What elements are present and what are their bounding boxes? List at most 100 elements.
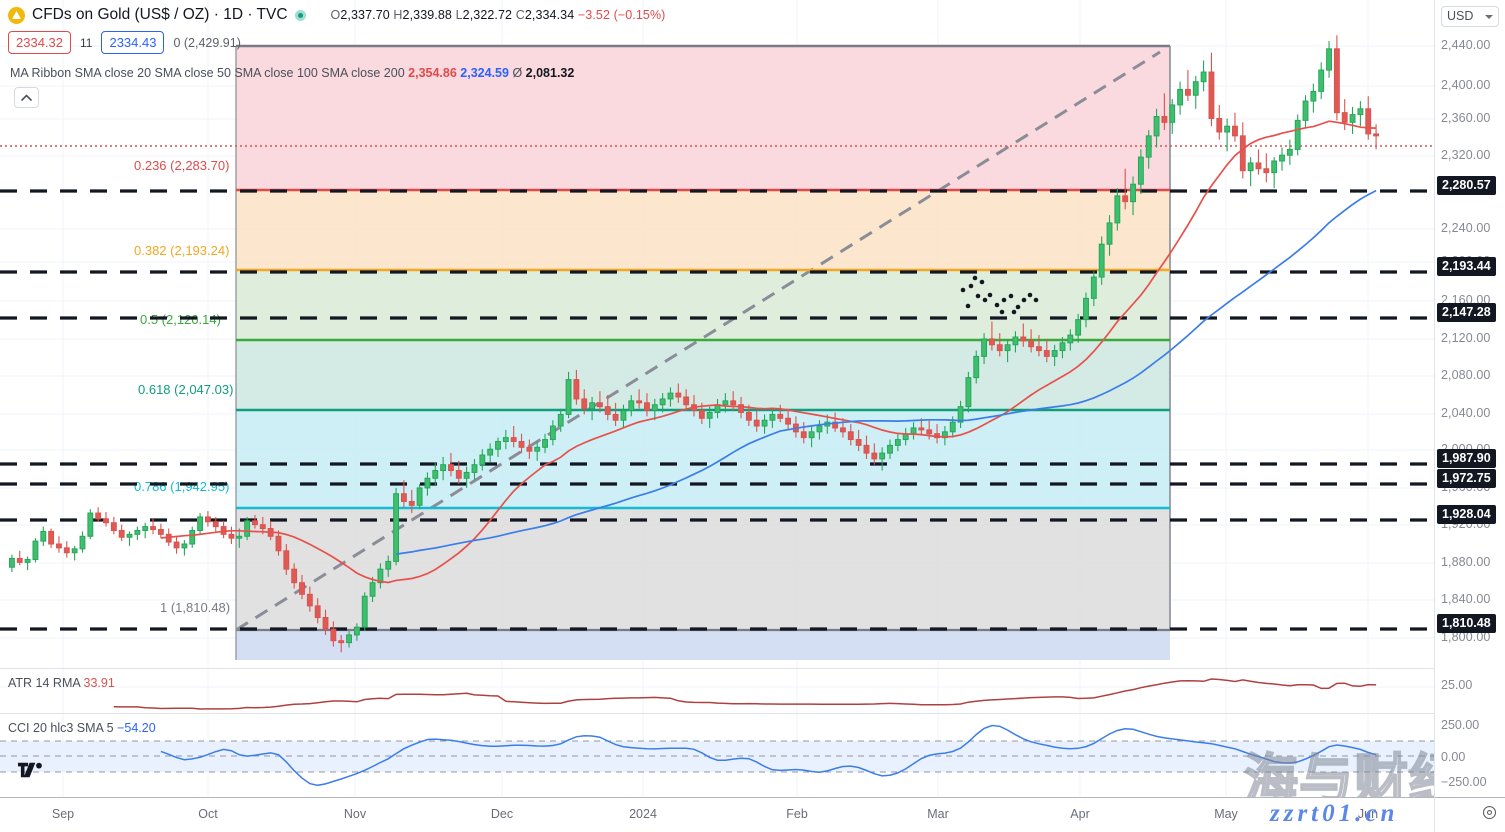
price-level-tag[interactable]: 2,280.57 <box>1437 176 1496 195</box>
currency-label: USD <box>1447 9 1474 24</box>
atr-chart-canvas <box>0 669 1434 713</box>
fib-label: 0.786 (1,942.95) <box>134 479 229 494</box>
price-tick: 2,040.00 <box>1441 406 1491 420</box>
ohlc-values: O2,337.70 H2,339.88 L2,322.72 C2,334.34 … <box>331 8 666 22</box>
price-tick: 2,440.00 <box>1441 38 1491 52</box>
time-tick: Nov <box>343 807 367 821</box>
fib-zone <box>236 340 1170 410</box>
currency-selector[interactable]: USD <box>1441 6 1499 27</box>
close-value: 2,334.34 <box>524 8 575 22</box>
price-tick: 1,880.00 <box>1441 555 1491 569</box>
high-value: 2,339.88 <box>402 8 452 22</box>
open-label: O <box>330 8 341 22</box>
buy-price-tag[interactable]: 2334.43 <box>101 31 165 54</box>
time-tick: May <box>1214 807 1238 821</box>
change-value: −3.52 (−0.15%) <box>577 8 666 22</box>
price-tick: 2,320.00 <box>1441 148 1491 162</box>
price-chart-canvas: 0.236 (2,283.70)0.382 (2,193.24)0.5 (2,1… <box>0 0 1434 668</box>
fib-zone <box>236 270 1170 340</box>
fib-zone <box>236 46 1170 190</box>
time-tick: Feb <box>786 807 808 821</box>
time-tick: Sep <box>51 807 75 821</box>
price-tick: 1,840.00 <box>1441 592 1491 606</box>
atr-pane[interactable] <box>0 668 1434 713</box>
atr-name: ATR 14 RMA <box>8 676 81 690</box>
atr-tick: 25.00 <box>1441 678 1473 692</box>
time-tick: Mar <box>927 807 949 821</box>
fib-label: 0.236 (2,283.70) <box>134 158 229 173</box>
close-label: C <box>515 8 525 22</box>
gold-symbol-icon <box>8 6 25 24</box>
cci-name: CCI 20 hlc3 SMA 5 <box>8 721 114 735</box>
fib-label: 1 (1,810.48) <box>160 600 230 615</box>
fib-zone <box>236 508 1170 630</box>
cci-value: −54.20 <box>117 721 156 735</box>
chevron-down-icon <box>1485 14 1493 19</box>
fib-zone <box>236 190 1170 270</box>
gear-icon[interactable] <box>1482 805 1497 825</box>
ma-ribbon-legend[interactable]: MA Ribbon SMA close 20 SMA close 50 SMA … <box>8 64 576 82</box>
fib-label: 0.618 (2,047.03) <box>138 382 233 397</box>
price-tick: 2,240.00 <box>1441 221 1491 235</box>
tradingview-logo[interactable] <box>18 762 44 783</box>
atr-price-scale[interactable]: 25.00 <box>1435 668 1505 713</box>
cci-price-scale[interactable]: 250.00 0.00 −250.00 <box>1435 713 1505 797</box>
price-level-tag[interactable]: 1,928.04 <box>1437 505 1496 524</box>
ma-ribbon-value-3: 2,081.32 <box>525 66 575 80</box>
time-tick: Dec <box>490 807 514 821</box>
price-level-tag[interactable]: 1,987.90 <box>1437 449 1496 468</box>
time-tick: Oct <box>198 807 218 821</box>
price-level-tag[interactable]: 1,810.48 <box>1437 614 1496 633</box>
sell-price-tag[interactable]: 2334.32 <box>8 31 71 54</box>
market-status-dot <box>294 9 306 21</box>
price-tick: 1,800.00 <box>1441 630 1491 644</box>
legend-title-row[interactable]: CFDs on Gold (US$ / OZ) · 1D · TVC O2,33… <box>8 6 665 24</box>
spread-value: 11 <box>80 35 93 50</box>
atr-line <box>113 678 1377 710</box>
price-tick: 2,080.00 <box>1441 368 1491 382</box>
price-tick: 2,360.00 <box>1441 111 1491 125</box>
average-symbol: Ø <box>512 66 523 80</box>
high-label: H <box>393 8 403 22</box>
price-level-tag[interactable]: 1,972.75 <box>1437 469 1496 488</box>
bid-ask-tags: 2334.32 11 2334.43 0 (2,429.91) <box>8 31 665 54</box>
signal-dots <box>960 275 1039 315</box>
price-level-tag[interactable]: 2,147.28 <box>1437 303 1496 322</box>
price-tick: 2,400.00 <box>1441 78 1491 92</box>
scale-divider <box>1434 0 1435 832</box>
open-value: 2,337.70 <box>340 8 390 22</box>
atr-legend[interactable]: ATR 14 RMA 33.91 <box>8 676 115 690</box>
low-value: 2,322.72 <box>462 8 513 22</box>
ma-ribbon-title: MA Ribbon SMA close 20 SMA close 50 SMA … <box>10 66 405 80</box>
candle-series <box>8 35 1380 653</box>
time-tick: Jun <box>1357 807 1379 821</box>
price-level-tag[interactable]: 2,193.44 <box>1437 257 1496 276</box>
ma-line <box>160 120 1377 584</box>
chevron-up-icon[interactable] <box>14 87 39 108</box>
cci-tick: −250.00 <box>1441 775 1487 789</box>
atr-value: 33.91 <box>83 676 115 690</box>
time-tick: Apr <box>1070 807 1090 821</box>
cci-tick: 0.00 <box>1441 750 1466 764</box>
ma-ribbon-value-2: 2,324.59 <box>460 66 509 80</box>
fib-label: 0.382 (2,193.24) <box>134 243 229 258</box>
ma-line <box>395 189 1377 555</box>
fib-level-0-label: 0 (2,429.91) <box>173 35 241 50</box>
fib-zone <box>236 410 1170 508</box>
cci-tick: 250.00 <box>1441 718 1480 732</box>
cci-line <box>160 724 1377 787</box>
symbol-title[interactable]: CFDs on Gold (US$ / OZ) · 1D · TVC <box>32 6 288 23</box>
fib-zone <box>236 630 1170 660</box>
main-price-pane[interactable]: 0.236 (2,283.70)0.382 (2,193.24)0.5 (2,1… <box>0 0 1434 668</box>
price-tick: 2,120.00 <box>1441 331 1491 345</box>
url-watermark: zzrt01.cn <box>1270 800 1399 827</box>
cci-legend[interactable]: CCI 20 hlc3 SMA 5 −54.20 <box>8 721 156 735</box>
time-tick: 2024 <box>629 807 657 821</box>
low-label: L <box>455 8 463 22</box>
cci-chart-canvas <box>0 714 1434 797</box>
ma-ribbon-value-1: 2,354.86 <box>408 66 457 80</box>
cci-pane[interactable] <box>0 713 1434 797</box>
time-axis[interactable]: Sep Oct Nov Dec 2024 Feb Mar Apr May Jun <box>0 797 1505 832</box>
chart-legend: CFDs on Gold (US$ / OZ) · 1D · TVC O2,33… <box>8 6 665 54</box>
